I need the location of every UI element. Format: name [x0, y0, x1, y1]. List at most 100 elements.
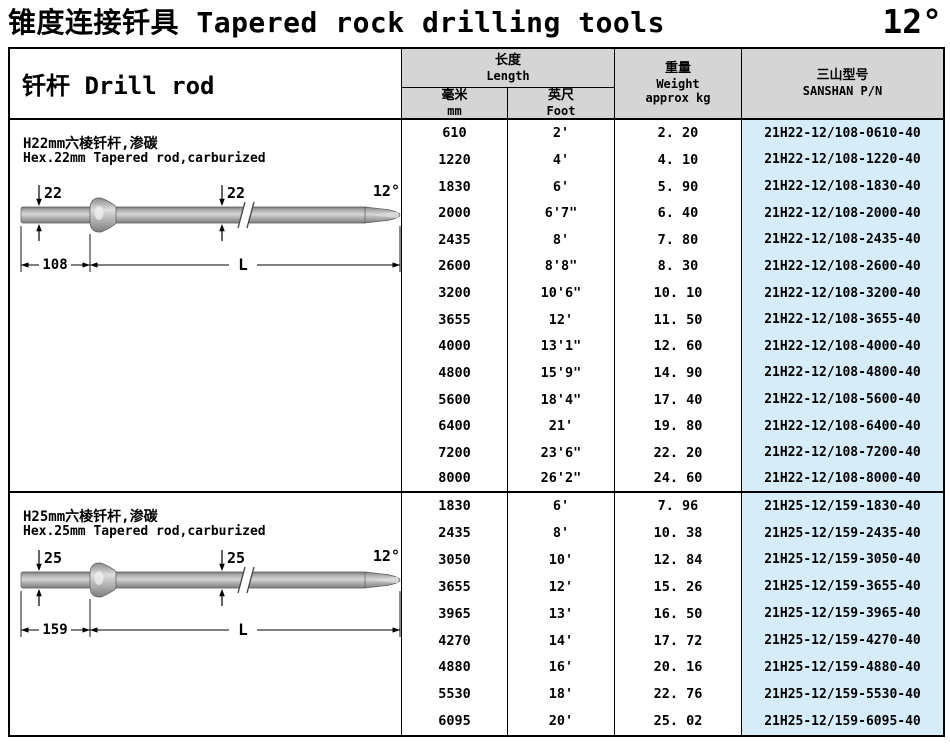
row-pn-value: 21H22-12/108-4000-40	[742, 333, 943, 360]
spec-table: 钎杆 Drill rod 长度 Length 毫米 mm 英尺 Foot 重量 …	[8, 47, 945, 737]
row-mm-value: 5530	[402, 680, 508, 708]
col-header-mm: 毫米 mm	[402, 88, 508, 120]
rod-body	[20, 206, 368, 224]
svg-text:25: 25	[227, 549, 245, 567]
row-weight-value: 6. 40	[615, 199, 742, 227]
row-pn-value: 21H22-12/108-0610-40	[742, 120, 943, 147]
col-header-length-en: Length	[486, 68, 530, 83]
section-1-info: H22mm六棱钎杆,渗碳 Hex.22mm Tapered rod,carburi…	[10, 120, 402, 493]
row-mm-value: 6400	[402, 412, 508, 440]
break-mark	[238, 566, 254, 593]
col-header-weight-cn: 重量	[664, 60, 691, 76]
row-foot-value: 26'2"	[508, 466, 615, 493]
row-pn-value: 21H22-12/108-4800-40	[742, 359, 943, 387]
col-header-foot-en: Foot	[546, 103, 576, 118]
row-mm-value: 1220	[402, 146, 508, 174]
section-title-cn: H22mm六棱钎杆,渗碳	[23, 136, 158, 152]
row-pn-value: 21H22-12/108-6400-40	[742, 412, 943, 440]
row-weight-value: 22. 76	[615, 680, 742, 708]
row-pn-value: 21H22-12/108-2600-40	[742, 253, 943, 280]
row-foot-value: 14'	[508, 627, 615, 654]
rod-body	[20, 571, 368, 589]
row-pn-value: 21H25-12/159-6095-40	[742, 707, 943, 735]
section-title-cn: H25mm六棱钎杆,渗碳	[23, 508, 158, 525]
row-weight-value: 8. 30	[615, 253, 742, 280]
row-pn-value: 21H22-12/108-2435-40	[742, 226, 943, 254]
row-mm-value: 4800	[402, 359, 508, 387]
row-weight-value: 10. 38	[615, 519, 742, 547]
row-mm-value: 6095	[402, 707, 508, 735]
row-foot-value: 18'	[508, 680, 615, 708]
shank-length-label: 159	[42, 622, 67, 638]
row-mm-value: 3655	[402, 306, 508, 333]
col-header-length: 长度 Length	[402, 49, 615, 88]
svg-text:25: 25	[44, 549, 62, 567]
row-weight-value: 22. 20	[615, 439, 742, 467]
row-weight-value: 2. 20	[615, 120, 742, 147]
row-foot-value: 8'	[508, 226, 615, 254]
row-weight-value: 24. 60	[615, 466, 742, 493]
row-foot-value: 4'	[508, 146, 615, 174]
row-weight-value: 17. 40	[615, 386, 742, 413]
row-mm-value: 610	[402, 120, 508, 147]
row-foot-value: 2'	[508, 120, 615, 147]
row-foot-value: 6'	[508, 173, 615, 200]
row-mm-value: 3655	[402, 573, 508, 601]
row-mm-value: 2600	[402, 253, 508, 280]
row-weight-value: 16. 50	[615, 600, 742, 628]
product-header-cell: 钎杆 Drill rod	[10, 49, 402, 120]
row-pn-value: 21H22-12/108-3655-40	[742, 306, 943, 333]
total-length-label: L	[238, 255, 248, 274]
product-header-label: 钎杆 Drill rod	[22, 72, 215, 100]
row-mm-value: 3200	[402, 279, 508, 307]
row-weight-value: 19. 80	[615, 412, 742, 440]
row-mm-value: 2435	[402, 519, 508, 547]
row-pn-value: 21H25-12/159-1830-40	[742, 492, 943, 520]
page-title: 锥度连接钎具 Tapered rock drilling tools	[8, 6, 666, 39]
col-header-foot-cn: 英尺	[547, 87, 574, 103]
row-foot-value: 15'9"	[508, 359, 615, 387]
row-foot-value: 10'6"	[508, 279, 615, 307]
col-header-length-cn: 长度	[494, 52, 521, 68]
row-weight-value: 20. 16	[615, 654, 742, 681]
row-foot-value: 21'	[508, 412, 615, 440]
row-foot-value: 6'	[508, 492, 615, 520]
row-foot-value: 23'6"	[508, 439, 615, 467]
col-header-weight: 重量 Weight approx kg	[615, 49, 742, 120]
row-mm-value: 5600	[402, 386, 508, 413]
taper-angle-badge: 12°	[882, 2, 942, 41]
row-mm-value: 3050	[402, 546, 508, 574]
row-foot-value: 12'	[508, 573, 615, 601]
section-title-en: Hex.22mm Tapered rod,carburized	[23, 151, 266, 166]
row-pn-value: 21H22-12/108-7200-40	[742, 439, 943, 467]
col-header-weight-sub: approx kg	[645, 91, 711, 106]
row-weight-value: 17. 72	[615, 627, 742, 654]
row-foot-value: 13'1"	[508, 333, 615, 360]
row-pn-value: 21H25-12/159-3655-40	[742, 573, 943, 601]
row-foot-value: 8'8"	[508, 253, 615, 280]
row-weight-value: 5. 90	[615, 173, 742, 200]
svg-text:22: 22	[44, 184, 62, 202]
row-weight-value: 4. 10	[615, 146, 742, 174]
page-header: 锥度连接钎具 Tapered rock drilling tools 12°	[8, 2, 942, 44]
row-weight-value: 7. 80	[615, 226, 742, 254]
row-foot-value: 20'	[508, 707, 615, 735]
col-header-mm-en: mm	[447, 103, 462, 118]
section-title-en: Hex.25mm Tapered rod,carburized	[23, 523, 266, 539]
col-header-mm-cn: 毫米	[441, 87, 468, 103]
row-weight-value: 25. 02	[615, 707, 742, 735]
row-pn-value: 21H22-12/108-3200-40	[742, 279, 943, 307]
row-pn-value: 21H25-12/159-4880-40	[742, 654, 943, 681]
col-header-weight-en: Weight	[656, 76, 700, 91]
row-pn-value: 21H22-12/108-1830-40	[742, 173, 943, 200]
row-pn-value: 21H25-12/159-2435-40	[742, 519, 943, 547]
row-weight-value: 12. 84	[615, 546, 742, 574]
row-pn-value: 21H22-12/108-5600-40	[742, 386, 943, 413]
row-mm-value: 2000	[402, 199, 508, 227]
row-weight-value: 12. 60	[615, 333, 742, 360]
row-pn-value: 21H25-12/159-3050-40	[742, 546, 943, 574]
row-pn-value: 21H22-12/108-2000-40	[742, 199, 943, 227]
row-pn-value: 21H22-12/108-8000-40	[742, 466, 943, 493]
rod-drawing: 22 22 12° 108 L	[20, 182, 401, 274]
